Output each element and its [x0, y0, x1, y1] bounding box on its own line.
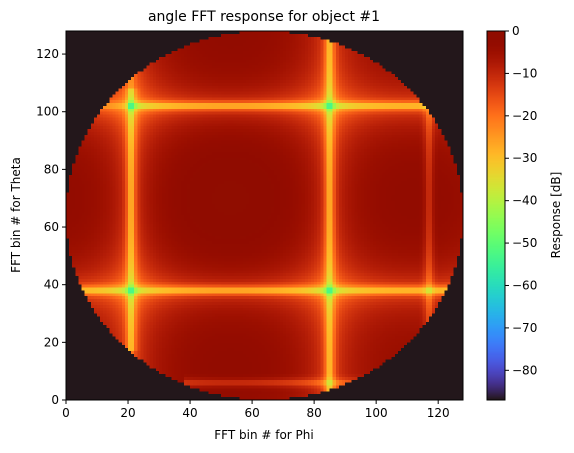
plot-area: [65, 30, 464, 401]
heatmap-image: [66, 31, 463, 400]
y-tick-label: 60: [44, 220, 59, 234]
y-tick-label: 120: [36, 47, 59, 61]
chart-title: angle FFT response for object #1: [148, 9, 380, 25]
plot-frame: [65, 30, 464, 401]
x-tick-label: 120: [427, 406, 450, 420]
x-tick-label: 20: [120, 406, 135, 420]
x-tick-label: 60: [244, 406, 259, 420]
y-tick-label: 100: [36, 105, 59, 119]
y-tick-label: 20: [44, 335, 59, 349]
colorbar-tick-label: −10: [512, 66, 537, 80]
colorbar-tick-label: −40: [512, 194, 537, 208]
colorbar-frame: [486, 30, 506, 401]
colorbar-ticks: 0 −10 −20 −30 −40 −50 −60 −70 −80: [505, 24, 537, 377]
y-axis: 0 20 40 60 80 100 120: [36, 47, 66, 407]
colorbar-tick-label: 0: [512, 24, 520, 38]
y-axis-label: FFT bin # for Theta: [9, 157, 23, 273]
y-tick-label: 80: [44, 162, 59, 176]
y-tick-label: 40: [44, 278, 59, 292]
colorbar-label: Response [dB]: [549, 172, 563, 259]
colorbar-tick-label: −70: [512, 321, 537, 335]
colorbar-gradient: [487, 31, 505, 400]
x-tick-label: 80: [306, 406, 321, 420]
colorbar: 0 −10 −20 −30 −40 −50 −60 −70 −80 Response [dB]: [486, 24, 563, 401]
colorbar-tick-label: −50: [512, 236, 537, 250]
colorbar-tick-label: −20: [512, 109, 537, 123]
y-tick-label: 0: [51, 393, 59, 407]
colorbar-tick-label: −30: [512, 151, 537, 165]
x-tick-label: 40: [182, 406, 197, 420]
x-tick-label: 0: [62, 406, 70, 420]
colorbar-tick-label: −80: [512, 363, 537, 377]
colorbar-tick-label: −60: [512, 278, 537, 292]
x-axis-label: FFT bin # for Phi: [214, 428, 313, 442]
x-tick-label: 100: [365, 406, 388, 420]
x-axis: 0 20 40 60 80 100 120: [62, 400, 450, 420]
